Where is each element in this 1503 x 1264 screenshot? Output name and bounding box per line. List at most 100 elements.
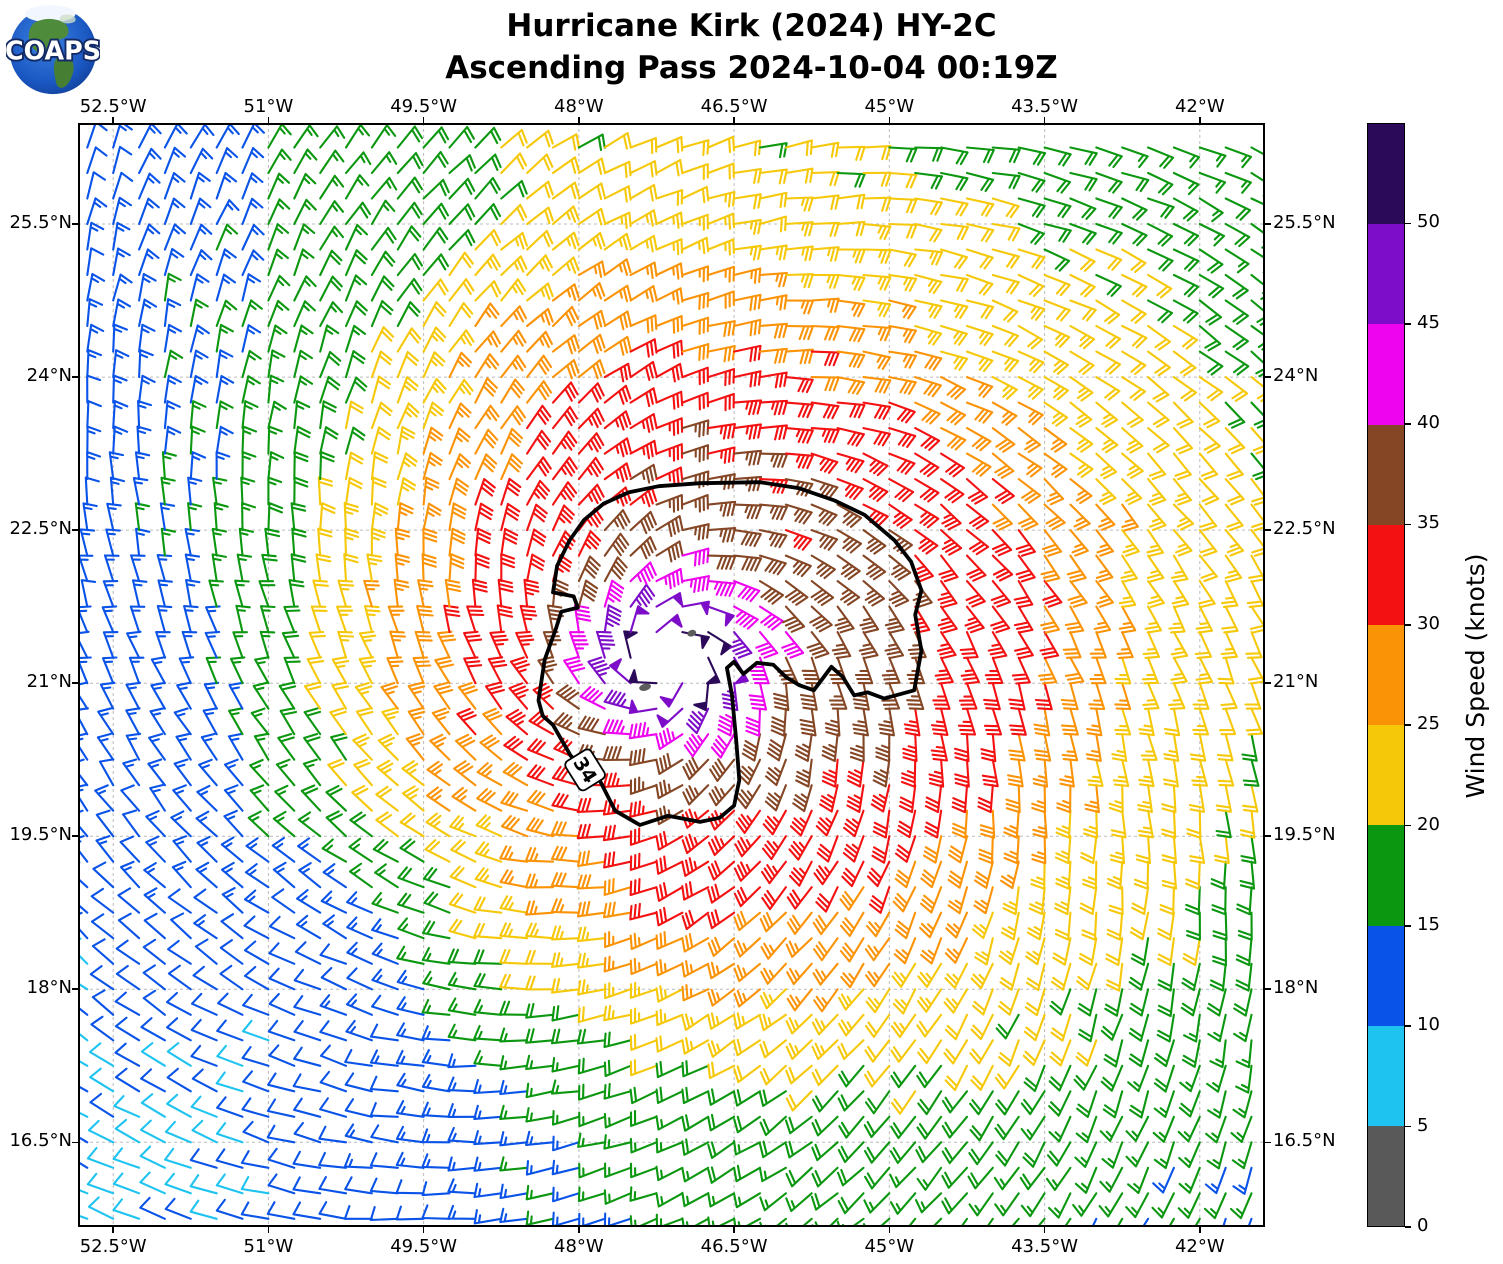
wind-barb [603,284,632,303]
wind-barb [629,439,658,460]
wind-barb [733,962,762,983]
wind-barb [683,733,710,758]
wind-barb [707,1113,736,1132]
wind-barb [407,707,426,736]
wind-barb [551,334,580,355]
wind-barb [500,255,528,277]
wind-barb [629,360,658,381]
wind-barb [551,1057,580,1073]
wind-barb [941,1192,969,1215]
wind-barb [215,451,231,481]
wind-barb [1043,299,1071,322]
wind-barb [343,502,359,532]
wind-barb [223,758,244,787]
wind-barb [1247,656,1266,685]
wind-barb [466,605,485,634]
wind-barb [178,656,195,685]
y-tick-label-left: 16.5°N [9,1130,72,1152]
wind-barb [1043,376,1070,401]
wind-barb [707,860,736,881]
wind-barb [267,349,286,379]
wind-barb [315,553,332,583]
wind-barb [473,922,503,940]
wind-barb [1105,962,1124,992]
wind-barb [1156,1013,1175,1043]
wind-barb [112,120,133,149]
wind-barb [422,126,450,149]
wind-barb [523,578,540,608]
wind-barb [499,949,529,965]
wind-barb [888,222,918,239]
wind-barb [344,174,370,200]
wind-barb [1211,886,1227,916]
wind-barb [474,841,503,863]
wind-barb [1232,1090,1253,1119]
wind-barb [577,715,606,736]
wind-barb [892,988,917,1015]
wind-barb [422,301,447,328]
colorbar-segment [1368,524,1404,625]
wind-barb [1198,580,1216,608]
wind-barb [86,425,102,455]
calm-wind-dot [639,683,651,691]
wind-barb [519,604,538,634]
wind-barb [267,502,284,532]
wind-barb [164,1120,192,1144]
wind-barb [888,554,912,581]
wind-barb [1087,758,1104,788]
wind-barb [865,962,891,988]
x-tick-top [267,117,270,123]
wind-barb [983,707,1003,736]
wind-barb [819,784,839,813]
wind-barb [476,788,503,812]
wind-barb [759,911,787,933]
wind-barb [89,965,115,991]
wind-barb [932,682,951,710]
wind-barb [343,1153,373,1169]
wind-barb [1026,911,1046,941]
wind-barb [215,223,239,251]
wind-barb [266,1098,296,1118]
wind-barb [241,1097,270,1118]
wind-map-axes: 34 [60,120,1278,1246]
wind-barb [864,1013,891,1038]
wind-barb [991,197,1020,219]
wind-barb [131,579,148,608]
wind-barb [862,376,892,394]
wind-barb [784,376,814,394]
wind-barb [733,267,762,284]
wind-barb [655,540,684,563]
wind-barb [629,776,658,795]
wind-barb [577,359,606,380]
wind-barb [784,1115,813,1135]
wind-barb [733,1164,762,1183]
wind-barb [603,532,630,557]
wind-barb [524,847,555,863]
wind-barb [112,145,133,175]
wind-barb [681,600,710,616]
wind-barb [422,278,449,302]
wind-barb [1204,1166,1227,1195]
wind-barb [821,758,839,788]
wind-barb [1207,1090,1227,1119]
wind-barb [655,958,684,977]
wind-barb [163,425,182,455]
wind-barb [1128,1013,1150,1042]
wind-barb [474,330,501,353]
wind-barb [655,855,684,875]
wind-barb [1172,324,1199,350]
wind-barb [603,556,628,583]
wind-barb [655,1192,684,1208]
wind-barb [550,925,580,941]
wind-barb [977,784,994,814]
wind-barb [422,970,451,991]
wind-barb [150,656,167,685]
wind-barb [319,275,343,302]
wind-barb [872,809,891,839]
wind-barb [991,324,1020,348]
wind-barb [552,1135,580,1152]
wind-barb [1198,401,1221,429]
wind-barb [1110,809,1127,839]
wind-barb [253,732,270,761]
wind-barb [395,1049,425,1067]
